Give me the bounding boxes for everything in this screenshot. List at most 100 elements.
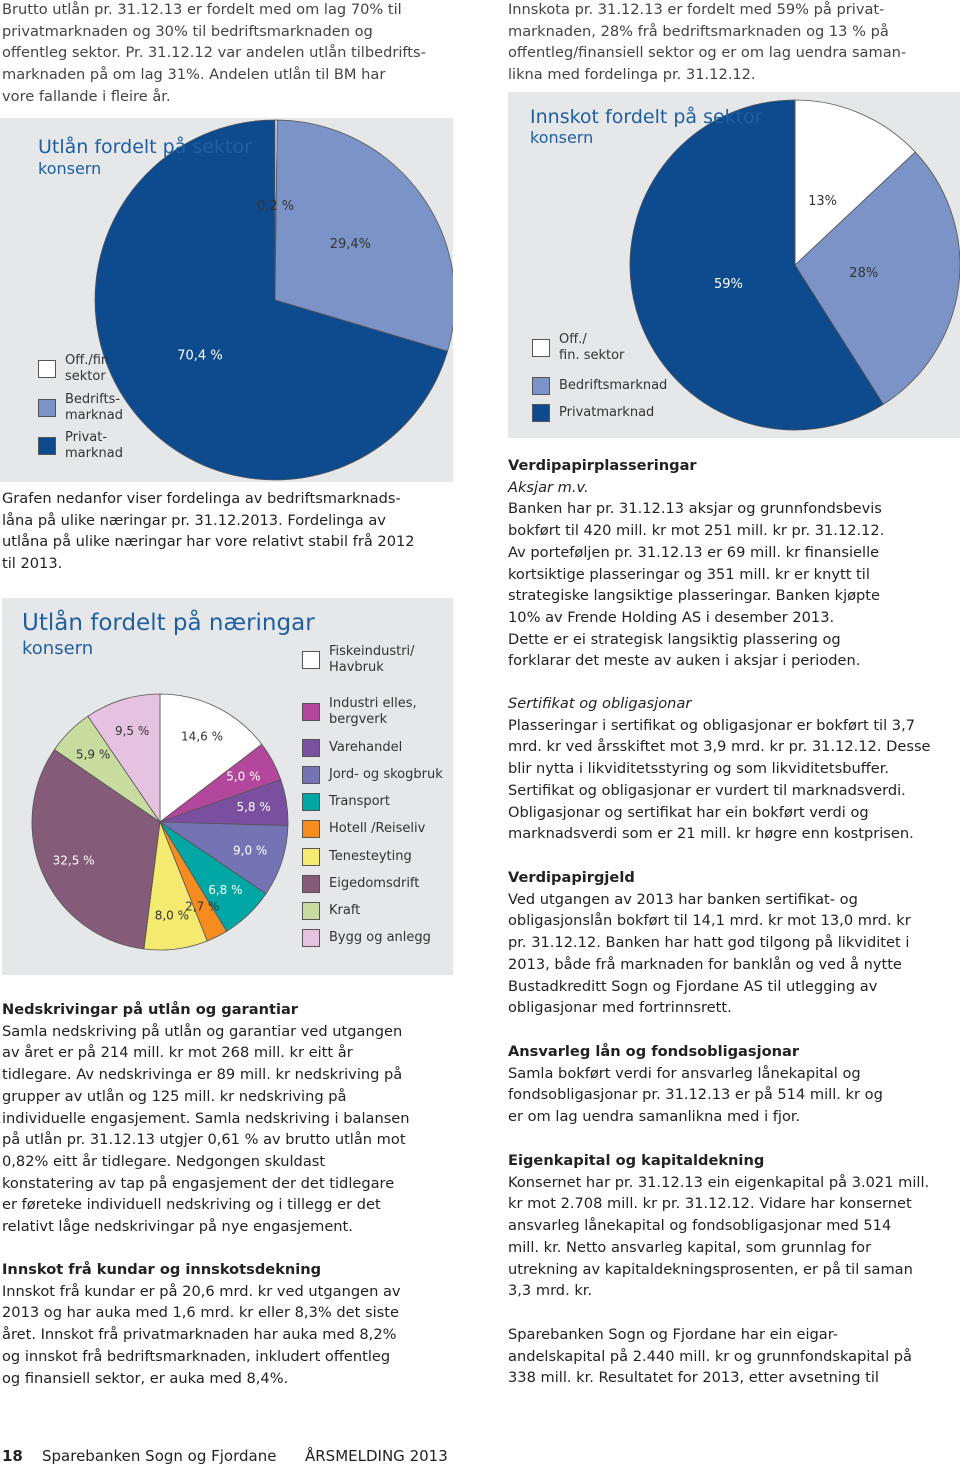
pie-slice xyxy=(629,99,884,431)
report-name: ÅRSMELDING 2013 xyxy=(305,1447,448,1465)
legend-item: Eigedomsdrift xyxy=(302,867,419,901)
text-line: 2013 og har auka med 1,6 mrd. kr eller 8… xyxy=(2,1304,399,1322)
slice-label: 5,8 % xyxy=(236,800,270,814)
text-section: Grafen nedanfor viser fordelinga av bedr… xyxy=(2,488,457,575)
legend-swatch xyxy=(302,793,320,811)
pie-slice xyxy=(87,693,161,824)
slice-label: 6,8 % xyxy=(208,883,242,897)
legend-item: Off./fin. sektor xyxy=(38,352,113,386)
legend-item: Bedriftsmarknad xyxy=(532,369,667,403)
pie-chart: 14,6 % 5,0 % 5,8 % 9,0 % 6,8 % 2,7 %8,0 % 32,5… xyxy=(31,693,289,951)
section-heading: Verdipapirgjeld xyxy=(508,869,635,886)
legend-label: Transport xyxy=(329,794,391,809)
text-line: er føreteke individuell nedskriving og i… xyxy=(2,1196,381,1214)
legend-item: Transport xyxy=(302,785,390,819)
text-line: offentleg/finansiell sektor og er om lag… xyxy=(508,44,907,62)
text-line: blir nytta i likviditetsstyring og som l… xyxy=(508,760,890,778)
text-line: året. Innskot frå privatmarknaden har au… xyxy=(2,1326,397,1344)
text-line: utlåna på ulike næringar har vore relati… xyxy=(2,533,415,551)
pie-slice xyxy=(94,119,449,481)
chart-title: Utlån fordelt på næringar xyxy=(22,610,315,636)
text-line: mill. kr. Netto ansvarleg kapital, som g… xyxy=(508,1238,872,1256)
pie-slice xyxy=(794,99,916,266)
text-line: kortsiktige plasseringar og 351 mill. kr… xyxy=(508,565,870,583)
pie-slice xyxy=(794,151,960,405)
section-heading: Nedskrivingar på utlån og garantiar xyxy=(2,1001,298,1018)
legend-item: Bedrifts- marknad xyxy=(38,391,123,425)
text-line: og finansiell sektor, er auka med 8,4%. xyxy=(2,1369,289,1387)
chart: 13% 28% 59% Innskot fordelt på sektor konser… xyxy=(508,92,960,438)
text-line: Plasseringar i sertifikat og obligasjona… xyxy=(508,716,916,734)
text-line: marknaden, 28% frå bedriftsmarknaden og … xyxy=(508,22,889,40)
text-line: obligasjonslån bokført til 14,1 mrd. kr … xyxy=(508,912,911,930)
chart-title: Innskot fordelt på sektor xyxy=(530,106,763,128)
legend-swatch xyxy=(302,875,320,893)
slice-label: 70,4 % xyxy=(177,348,222,363)
text-line: mrd. kr ved årsskiftet mot 3,9 mrd. kr p… xyxy=(508,738,931,756)
section-subheading: Aksjar m.v. xyxy=(508,478,589,496)
text-line: Samla bokført verdi for ansvarleg låneka… xyxy=(508,1064,861,1082)
text-line: Sparebanken Sogn og Fjordane har ein eig… xyxy=(508,1326,839,1343)
text-section: Innskota pr. 31.12.13 er fordelt med 59%… xyxy=(508,0,960,86)
legend-label: Bedriftsmarknad xyxy=(559,378,668,393)
text-line: Samla nedskriving på utlån og garantiar … xyxy=(2,1022,403,1040)
legend-swatch xyxy=(532,377,550,395)
text-line: strategiske langsiktige plasseringar. Ba… xyxy=(508,587,881,605)
text-line: forklarar det meste av auken i aksjar i … xyxy=(508,652,861,670)
text-line: 2013, både frå marknaden for banklån og … xyxy=(508,955,902,973)
legend-label: Off./fin. sektor xyxy=(65,353,114,384)
legend-label: Privat- marknad xyxy=(65,430,123,461)
chart: 0,2 % 29,4% 70,4 % Utlån fordelt på sektor k… xyxy=(0,118,453,482)
text-line: offentleg sektor. Pr. 31.12.12 var andel… xyxy=(2,44,426,62)
text-line: av året er på 214 mill. kr mot 268 mill.… xyxy=(2,1044,353,1062)
text-line: utrekning av kapitaldekningsprosenten, e… xyxy=(508,1260,913,1278)
text-line: Sertifikat og obligasjonar er vurdert ti… xyxy=(508,781,906,799)
slice-label: 2,7 % xyxy=(185,899,219,913)
slice-label: 9,0 % xyxy=(233,844,267,858)
text-line: grupper av utlån og 125 mill. kr nedskri… xyxy=(2,1087,347,1105)
slice-label: 0,2 % xyxy=(257,199,294,214)
publisher: Sparebanken Sogn og Fjordane xyxy=(42,1447,277,1465)
legend-swatch xyxy=(532,339,550,357)
legend-swatch xyxy=(302,820,320,838)
section-heading: Eigenkapital og kapitaldekning xyxy=(508,1152,765,1169)
legend-label: Tenesteyting xyxy=(329,849,412,864)
legend-item: Fiskeindustri/ Havbruk xyxy=(302,643,415,677)
legend-swatch xyxy=(302,651,320,669)
legend-swatch xyxy=(302,703,320,721)
slice-label: 14,6 % xyxy=(181,730,223,744)
text-section: Verdipapirplasseringar Aksjar m.v. Banken … xyxy=(508,455,960,672)
text-line: obligasjonar med fortrinnsrett. xyxy=(508,999,732,1017)
section-subheading: Sertifikat og obligasjonar xyxy=(508,695,692,712)
text-line: på utlån pr. 31.12.13 utgjer 0,61 % av b… xyxy=(2,1131,406,1149)
legend-swatch xyxy=(38,437,56,455)
legend-swatch xyxy=(302,848,320,866)
slice-label: 32,5 % xyxy=(53,853,95,867)
pie-slice xyxy=(274,119,453,352)
legend-swatch xyxy=(38,399,56,417)
text-line: Konsernet har pr. 31.12.13 ein eigenkapi… xyxy=(508,1173,930,1191)
text-line: relativt låge nedskrivingar på nye engas… xyxy=(2,1218,353,1236)
pie-chart: 13% 28% 59% xyxy=(629,99,960,431)
page-number: 18 xyxy=(2,1447,23,1465)
legend-swatch xyxy=(532,404,550,422)
text-section: Verdipapirgjeld Ved utgangen av 2013 har … xyxy=(508,867,960,1019)
text-section: Brutto utlån pr. 31.12.13 er fordelt med… xyxy=(2,0,457,108)
text-line: 10% av Frende Holding AS i desember 2013… xyxy=(508,608,835,626)
legend-label: Jord- og skogbruk xyxy=(329,767,443,782)
text-line: bokført til 420 mill. kr mot 251 mill. k… xyxy=(508,522,885,540)
text-line: til 2013. xyxy=(2,555,63,573)
chart-subtitle: konsern xyxy=(530,128,594,147)
text-line: Grafen nedanfor viser fordelinga av bedr… xyxy=(2,490,401,507)
pie-slice xyxy=(31,749,161,950)
text-section: Innskot frå kundar og innskotsdekning Inn… xyxy=(2,1259,457,1389)
text-line: Ved utgangen av 2013 har banken sertifik… xyxy=(508,890,858,908)
legend-swatch xyxy=(302,929,320,947)
text-line: Brutto utlån pr. 31.12.13 er fordelt med… xyxy=(2,1,402,18)
chart-subtitle: konsern xyxy=(22,638,94,659)
section-heading: Ansvarleg lån og fondsobligasjonar xyxy=(508,1043,800,1060)
text-line: tidlegare. Av nedskrivinga er 89 mill. k… xyxy=(2,1066,403,1084)
text-line: 3,3 mrd. kr. xyxy=(508,1282,593,1300)
legend-label: Varehandel xyxy=(329,740,403,755)
pie-chart: 0,2 % 29,4% 70,4 % xyxy=(94,119,453,481)
